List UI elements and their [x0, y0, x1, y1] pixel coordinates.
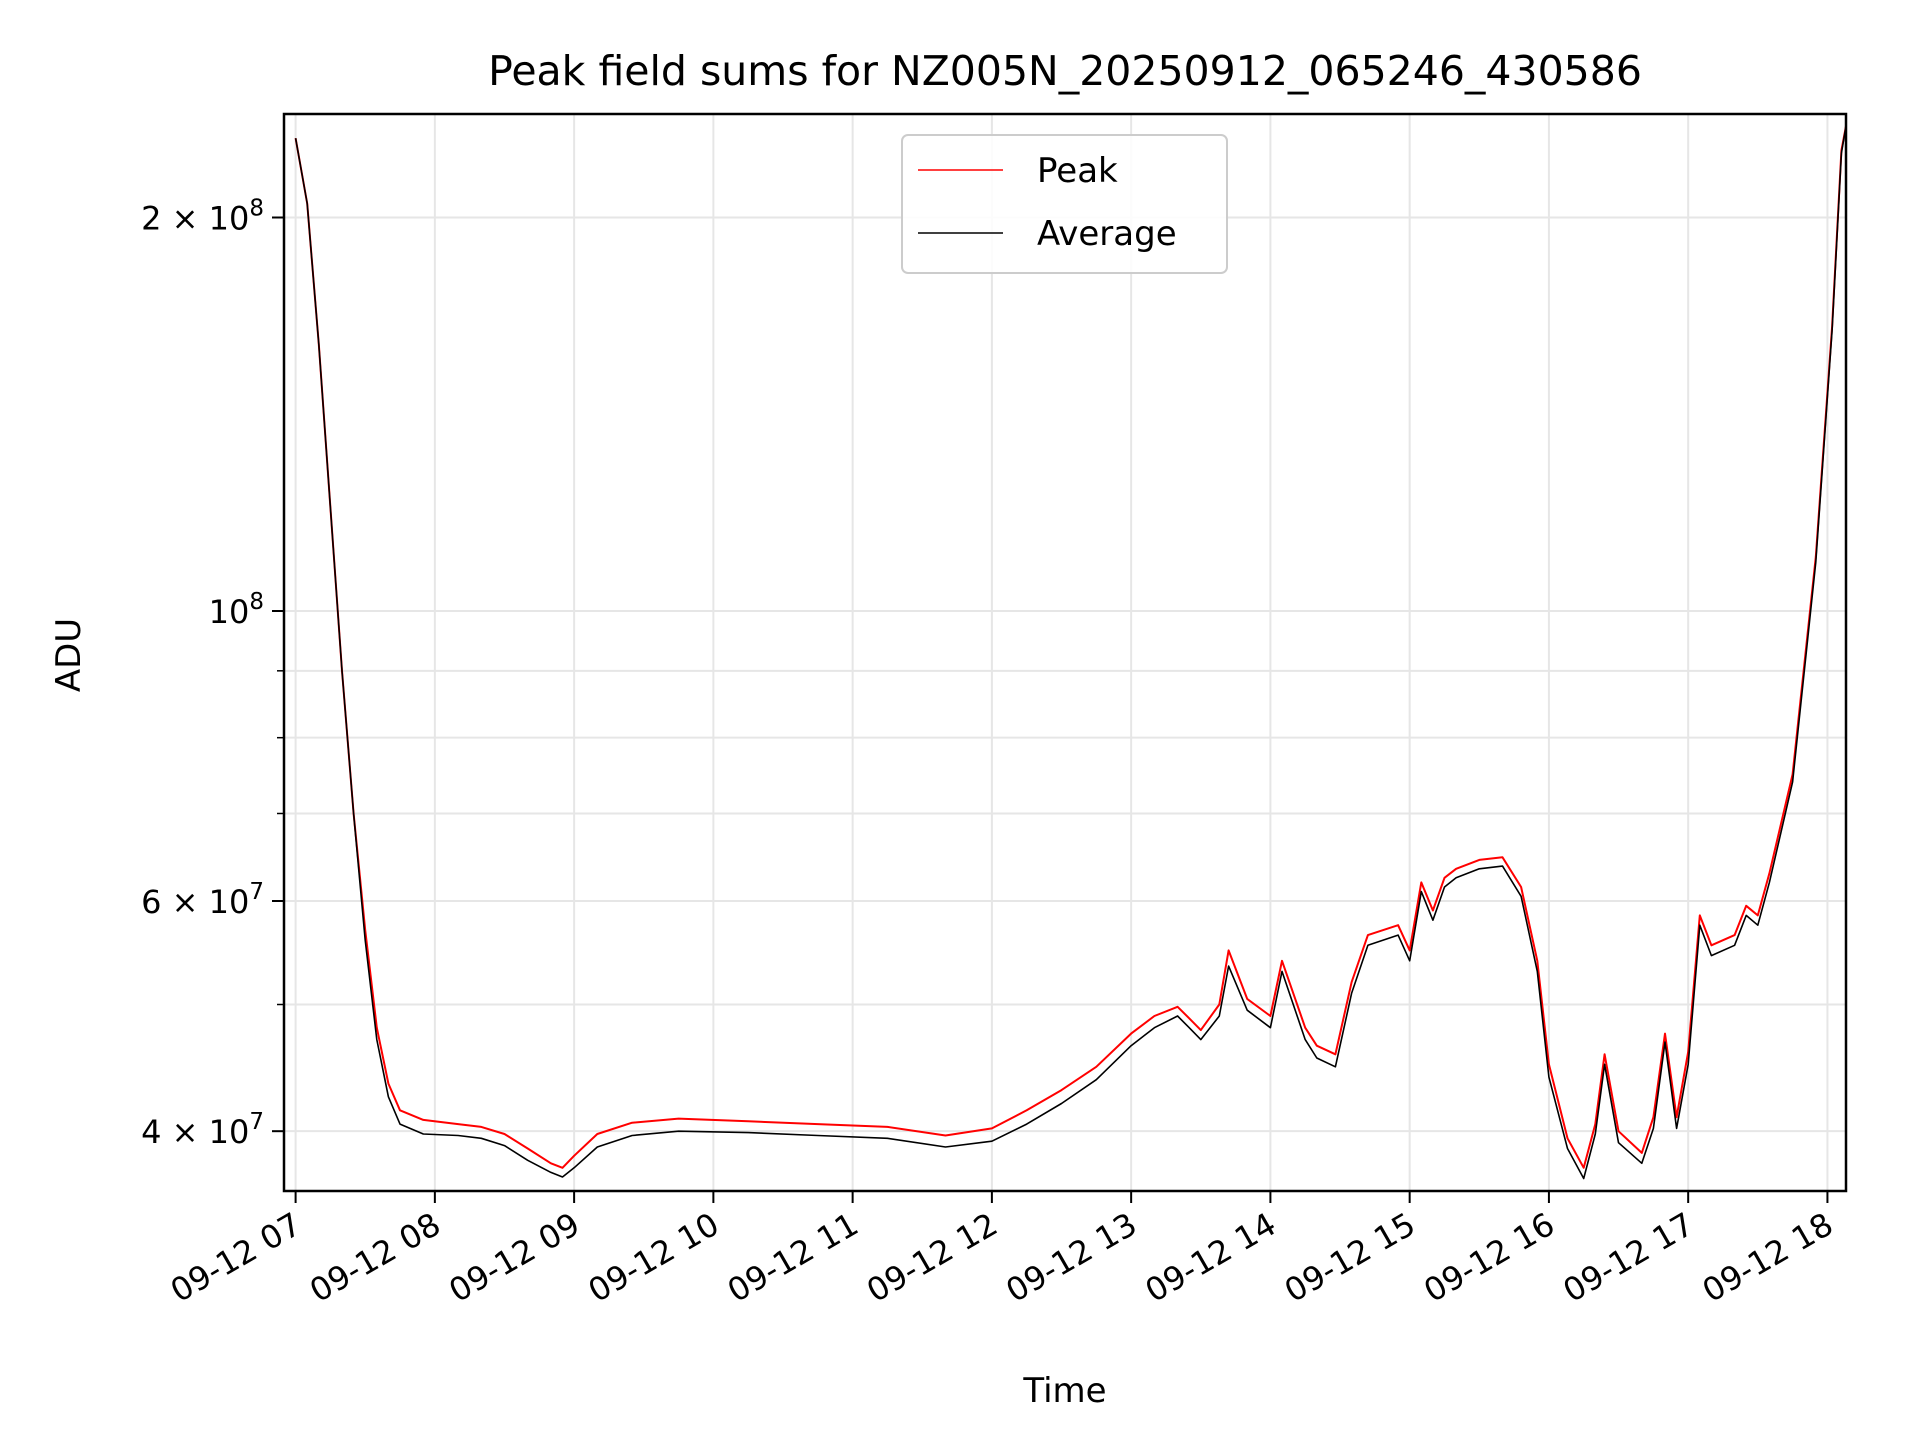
legend: Peak Average	[901, 134, 1228, 274]
series-line-average	[294, 125, 1847, 1180]
y-tick-label: 2 × 108	[141, 196, 264, 238]
y-tick-label: 108	[209, 589, 264, 631]
chart-title: Peak field sums for NZ005N_20250912_0652…	[488, 47, 1642, 95]
y-axis-label: ADU	[49, 618, 89, 692]
x-axis-label: Time	[1022, 1371, 1106, 1411]
grid	[284, 114, 1846, 1191]
plot-series	[294, 125, 1847, 1180]
y-tick-label: 6 × 107	[141, 879, 264, 921]
series-line-peak	[294, 125, 1847, 1169]
y-tick-label: 4 × 107	[141, 1109, 264, 1151]
plot-frame	[282, 112, 1848, 1193]
legend-label-average: Average	[1037, 214, 1177, 254]
legend-label-peak: Peak	[1037, 151, 1118, 191]
